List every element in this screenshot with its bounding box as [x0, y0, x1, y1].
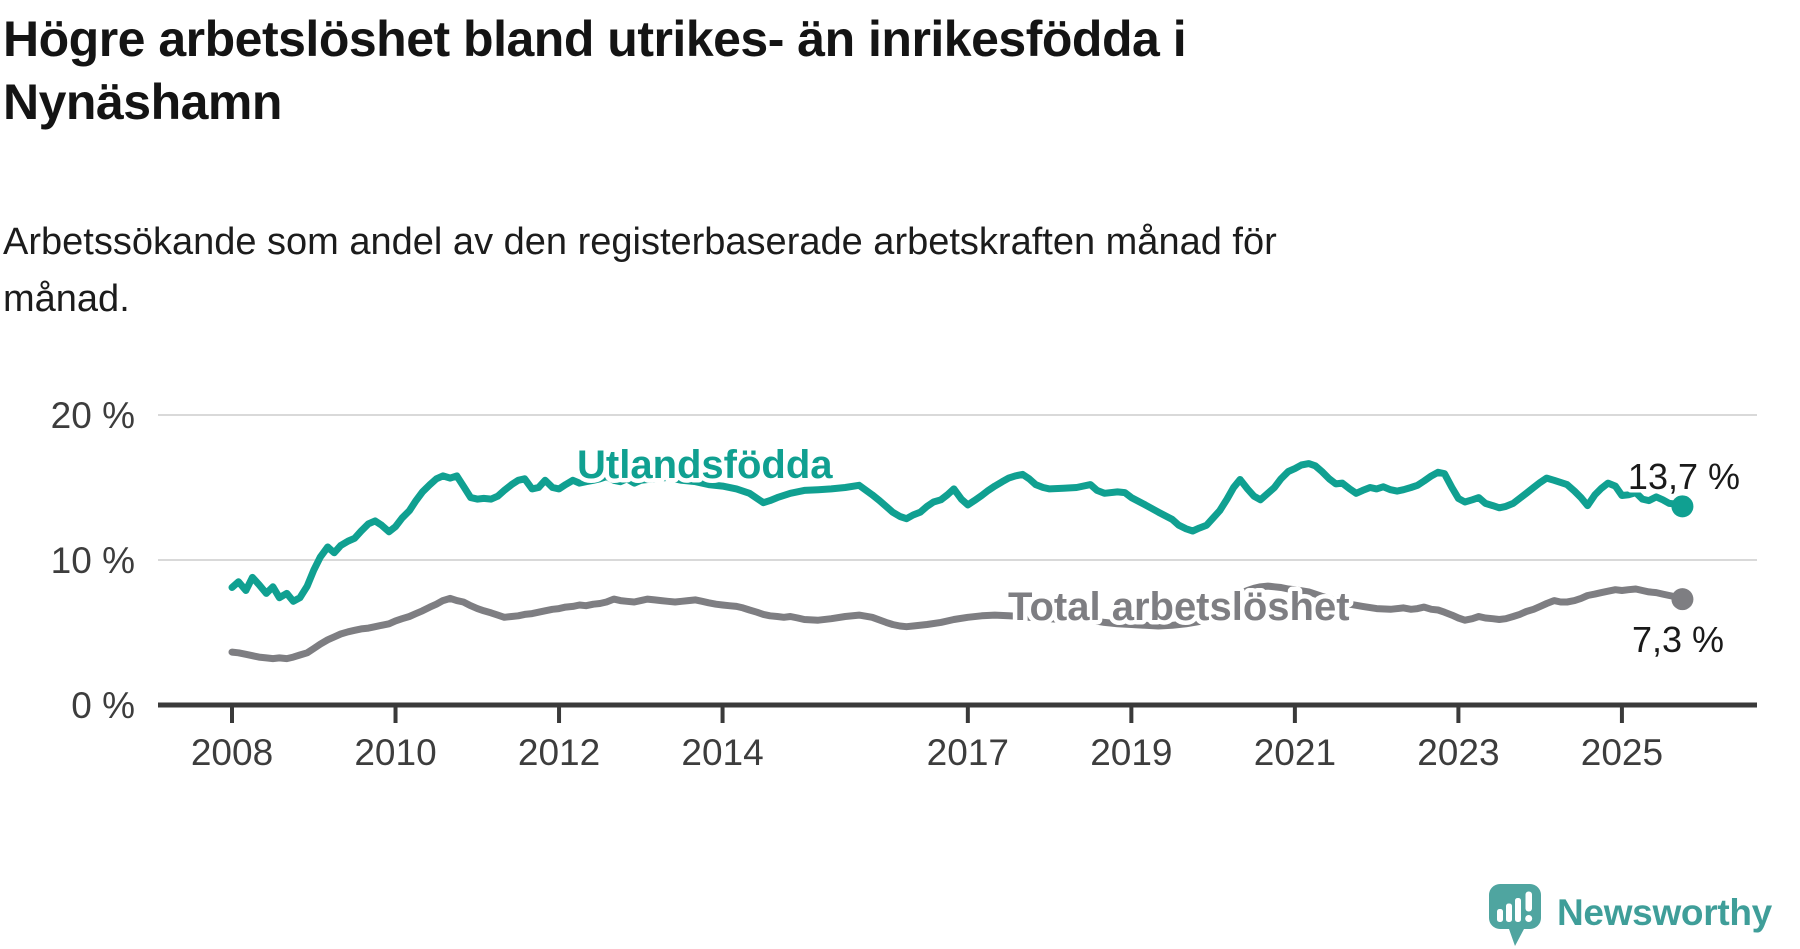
x-axis-tick-label: 2012 [518, 732, 600, 773]
x-axis-tick-label: 2021 [1254, 732, 1336, 773]
series-end-value-label: 13,7 % [1628, 456, 1740, 497]
x-axis-tick-label: 2019 [1090, 732, 1172, 773]
newsworthy-logo: Newsworthy [1488, 883, 1772, 949]
x-axis-tick-label: 2023 [1417, 732, 1499, 773]
x-axis-tick-label: 2025 [1581, 732, 1663, 773]
x-axis-tick-label: 2008 [191, 732, 273, 773]
series-label: Utlandsfödda [577, 443, 833, 487]
y-axis-tick-label: 0 % [71, 685, 135, 726]
newsworthy-bubble-chart-icon [1489, 884, 1541, 946]
x-axis-tick-label: 2010 [354, 732, 436, 773]
newsworthy-wordmark: Newsworthy [1557, 892, 1772, 933]
series-end-dot [1671, 495, 1694, 518]
x-axis-tick-label: 2017 [927, 732, 1009, 773]
x-axis-tick-label: 2014 [681, 732, 763, 773]
series-line-total-arbetsl-shet [228, 582, 1686, 663]
y-axis-tick-label: 20 % [51, 395, 135, 436]
chart-title: Högre arbetslöshet bland utrikes- än inr… [3, 8, 1187, 134]
series-label: Total arbetslöshet [1008, 585, 1350, 629]
series-end-dot [1671, 588, 1694, 611]
chart-subtitle-line2: månad. [3, 278, 130, 320]
chart-subtitle-line1: Arbetssökande som andel av den registerb… [3, 221, 1277, 263]
series-line-utlandsf-dda [228, 460, 1686, 605]
chart-title-line2: Nynäshamn [3, 74, 282, 130]
chart-title-line1: Högre arbetslöshet bland utrikes- än inr… [3, 11, 1187, 67]
chart-subtitle: Arbetssökande som andel av den registerb… [3, 214, 1277, 328]
series-end-value-label: 7,3 % [1632, 619, 1724, 660]
y-axis-tick-label: 10 % [51, 540, 135, 581]
